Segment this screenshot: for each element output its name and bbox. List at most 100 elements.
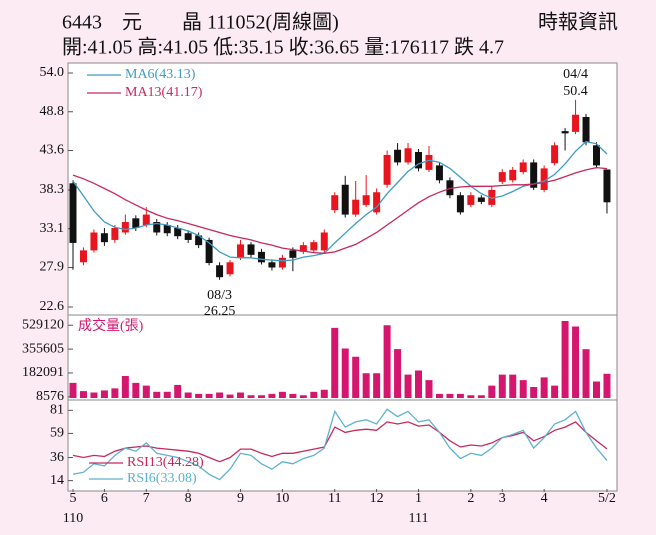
candle-body <box>237 244 245 258</box>
volume-bar <box>184 392 192 398</box>
annotation-value: 26.25 <box>204 304 236 319</box>
volume-bar <box>121 376 129 398</box>
ma-line <box>72 140 608 262</box>
annotation-date: 08/3 <box>207 288 232 303</box>
x-tick-label: 3 <box>499 491 506 506</box>
y-tick-label: 36 <box>50 450 64 465</box>
volume-bar <box>467 395 475 398</box>
candle-body <box>289 250 297 258</box>
candle-body <box>582 116 590 143</box>
volume-bar <box>153 391 161 398</box>
x-year-label: 110 <box>63 511 83 526</box>
x-tick-label: 7 <box>143 491 150 506</box>
volume-bar <box>435 393 443 398</box>
candle-body <box>509 169 517 181</box>
candle-body <box>467 195 475 205</box>
candle-body <box>519 162 527 173</box>
y-tick-label: 59 <box>50 426 64 441</box>
rsi-panel <box>67 399 618 492</box>
volume-bar <box>331 327 339 398</box>
volume-bar <box>498 374 506 398</box>
candle-body <box>456 195 464 213</box>
candle-body <box>153 222 161 233</box>
candle-body <box>404 148 412 163</box>
volume-bar <box>383 325 391 398</box>
candle-body <box>184 233 192 240</box>
annotation-value: 50.4 <box>563 84 588 99</box>
candle-body <box>593 145 600 166</box>
volume-bar <box>100 390 108 398</box>
candle-body <box>111 228 119 240</box>
candle-body <box>320 232 328 251</box>
title: 6443 元 晶 111052(周線圖) <box>62 11 339 34</box>
volume-bar <box>216 392 224 398</box>
candle-body <box>551 145 559 164</box>
volume-bar <box>582 349 590 398</box>
legend-label: RSI6(33.08) <box>127 471 197 486</box>
quote: 開:41.05 高:41.05 低:35.15 收:36.65 量:176117… <box>62 36 504 59</box>
candle-body <box>310 242 318 251</box>
x-tick-label: 8 <box>185 491 192 506</box>
volume-bar <box>226 394 234 398</box>
volume-bar <box>268 393 276 398</box>
candle-body <box>488 190 496 205</box>
y-tick-label: 355605 <box>22 341 64 356</box>
candle-body <box>415 151 423 169</box>
candle-body <box>394 149 402 163</box>
volume-bar <box>132 382 140 398</box>
volume-bar <box>352 356 360 398</box>
volume-bar <box>341 348 349 398</box>
volume-title: 成交量(張) <box>78 317 144 334</box>
x-tick-label: 9 <box>237 491 244 506</box>
y-tick-label: 8576 <box>36 389 64 404</box>
candle-body <box>142 214 150 226</box>
volume-bar <box>551 385 559 398</box>
candle-body <box>100 233 108 243</box>
candle-body <box>383 154 391 185</box>
y-tick-label: 43.6 <box>40 143 65 158</box>
candle-body <box>278 257 286 268</box>
candle-body <box>205 239 213 264</box>
legend-label: RSI13(44.28) <box>127 455 204 470</box>
volume-bar <box>561 321 569 398</box>
x-tick-label: 6 <box>101 491 108 506</box>
candle-body <box>226 262 234 275</box>
candle-body <box>362 195 370 205</box>
volume-bar <box>509 374 517 398</box>
candle-body <box>216 265 224 278</box>
volume-bar <box>237 392 245 398</box>
candle-body <box>174 228 182 237</box>
candle-body <box>373 192 381 213</box>
annotation-date: 04/4 <box>563 67 588 82</box>
y-tick-label: 54.0 <box>40 65 65 80</box>
rsi-line <box>72 408 608 481</box>
y-tick-label: 27.9 <box>40 260 65 275</box>
volume-bar <box>247 395 255 398</box>
candle-body <box>603 169 611 203</box>
x-year-label: 111 <box>409 511 429 526</box>
legend-label: MA6(43.13) <box>125 67 196 82</box>
x-tick-label: 10 <box>275 491 289 506</box>
volume-bar <box>425 380 433 398</box>
volume-bar <box>205 393 213 398</box>
candle-body <box>90 232 98 251</box>
volume-bar <box>519 380 527 398</box>
volume-bar <box>488 385 496 398</box>
legend-label: MA13(41.17) <box>125 85 203 100</box>
candle-body <box>121 222 129 233</box>
rsi-line <box>72 421 608 463</box>
volume-bar <box>530 387 538 398</box>
x-tick-label: 11 <box>328 491 341 506</box>
volume-bar <box>289 393 297 398</box>
candle-body <box>257 251 265 263</box>
source: 時報資訊 <box>538 11 618 34</box>
candle-body <box>69 183 77 243</box>
candle-body <box>331 195 339 211</box>
candle-body <box>435 165 443 181</box>
volume-bar <box>593 381 600 398</box>
volume-bar <box>362 373 370 398</box>
volume-bar <box>299 395 307 398</box>
y-tick-label: 529120 <box>22 317 64 332</box>
ma-line <box>72 166 608 254</box>
candle-body <box>477 197 485 202</box>
